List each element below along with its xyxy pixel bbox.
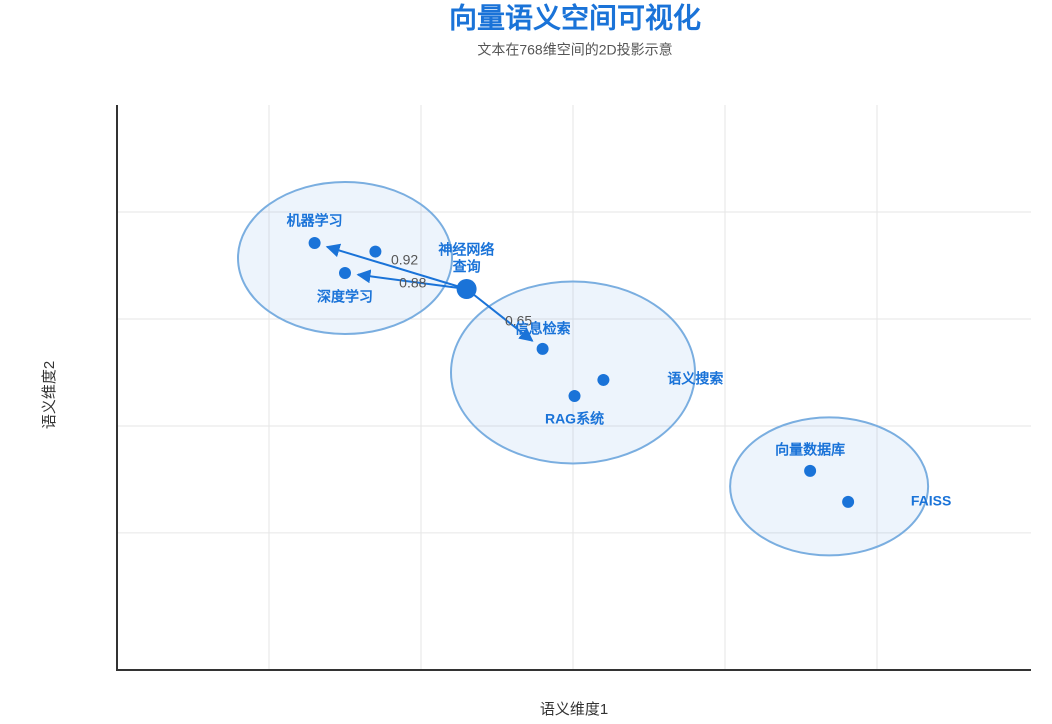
point-label: 机器学习 bbox=[287, 213, 343, 229]
chart-subtitle: 文本在768维空间的2D投影示意 bbox=[477, 42, 672, 58]
cluster bbox=[450, 280, 696, 465]
point-label: RAG系统 bbox=[545, 411, 604, 427]
cluster bbox=[729, 416, 930, 557]
point-label: 深度学习 bbox=[317, 289, 373, 305]
similarity-arrow bbox=[325, 243, 467, 290]
point bbox=[339, 266, 351, 279]
similarity-label: 0.92 bbox=[391, 252, 418, 268]
chart-title: 向量语义空间可视化 bbox=[449, 1, 701, 33]
point-label: 信息检索 bbox=[515, 321, 571, 337]
similarity-arrow bbox=[465, 288, 534, 342]
point bbox=[536, 342, 549, 355]
point-label: 语义搜索 bbox=[667, 371, 723, 387]
query-point bbox=[456, 279, 477, 300]
cluster bbox=[237, 180, 453, 335]
similarity-label: 0.88 bbox=[399, 275, 426, 291]
point bbox=[369, 245, 382, 258]
x-axis-label: 语义维度1 bbox=[540, 701, 608, 718]
similarity-label: 0.65 bbox=[505, 313, 532, 329]
point-label: FAISS bbox=[911, 493, 951, 509]
similarity-arrow bbox=[356, 269, 467, 290]
point bbox=[597, 373, 610, 386]
point bbox=[842, 495, 855, 508]
point bbox=[568, 389, 581, 402]
point bbox=[804, 464, 817, 477]
point-label: 查询 bbox=[453, 259, 481, 275]
point-label: 向量数据库 bbox=[775, 442, 845, 458]
y-axis-label: 语义维度2 bbox=[41, 361, 58, 429]
point bbox=[308, 237, 321, 250]
clusters bbox=[237, 180, 930, 557]
grid bbox=[117, 105, 1031, 670]
point-label: 神经网络 bbox=[438, 241, 494, 257]
